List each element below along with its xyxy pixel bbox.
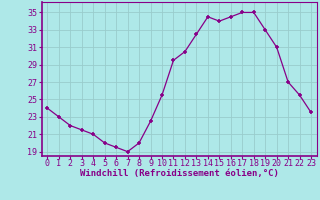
X-axis label: Windchill (Refroidissement éolien,°C): Windchill (Refroidissement éolien,°C) (80, 169, 279, 178)
